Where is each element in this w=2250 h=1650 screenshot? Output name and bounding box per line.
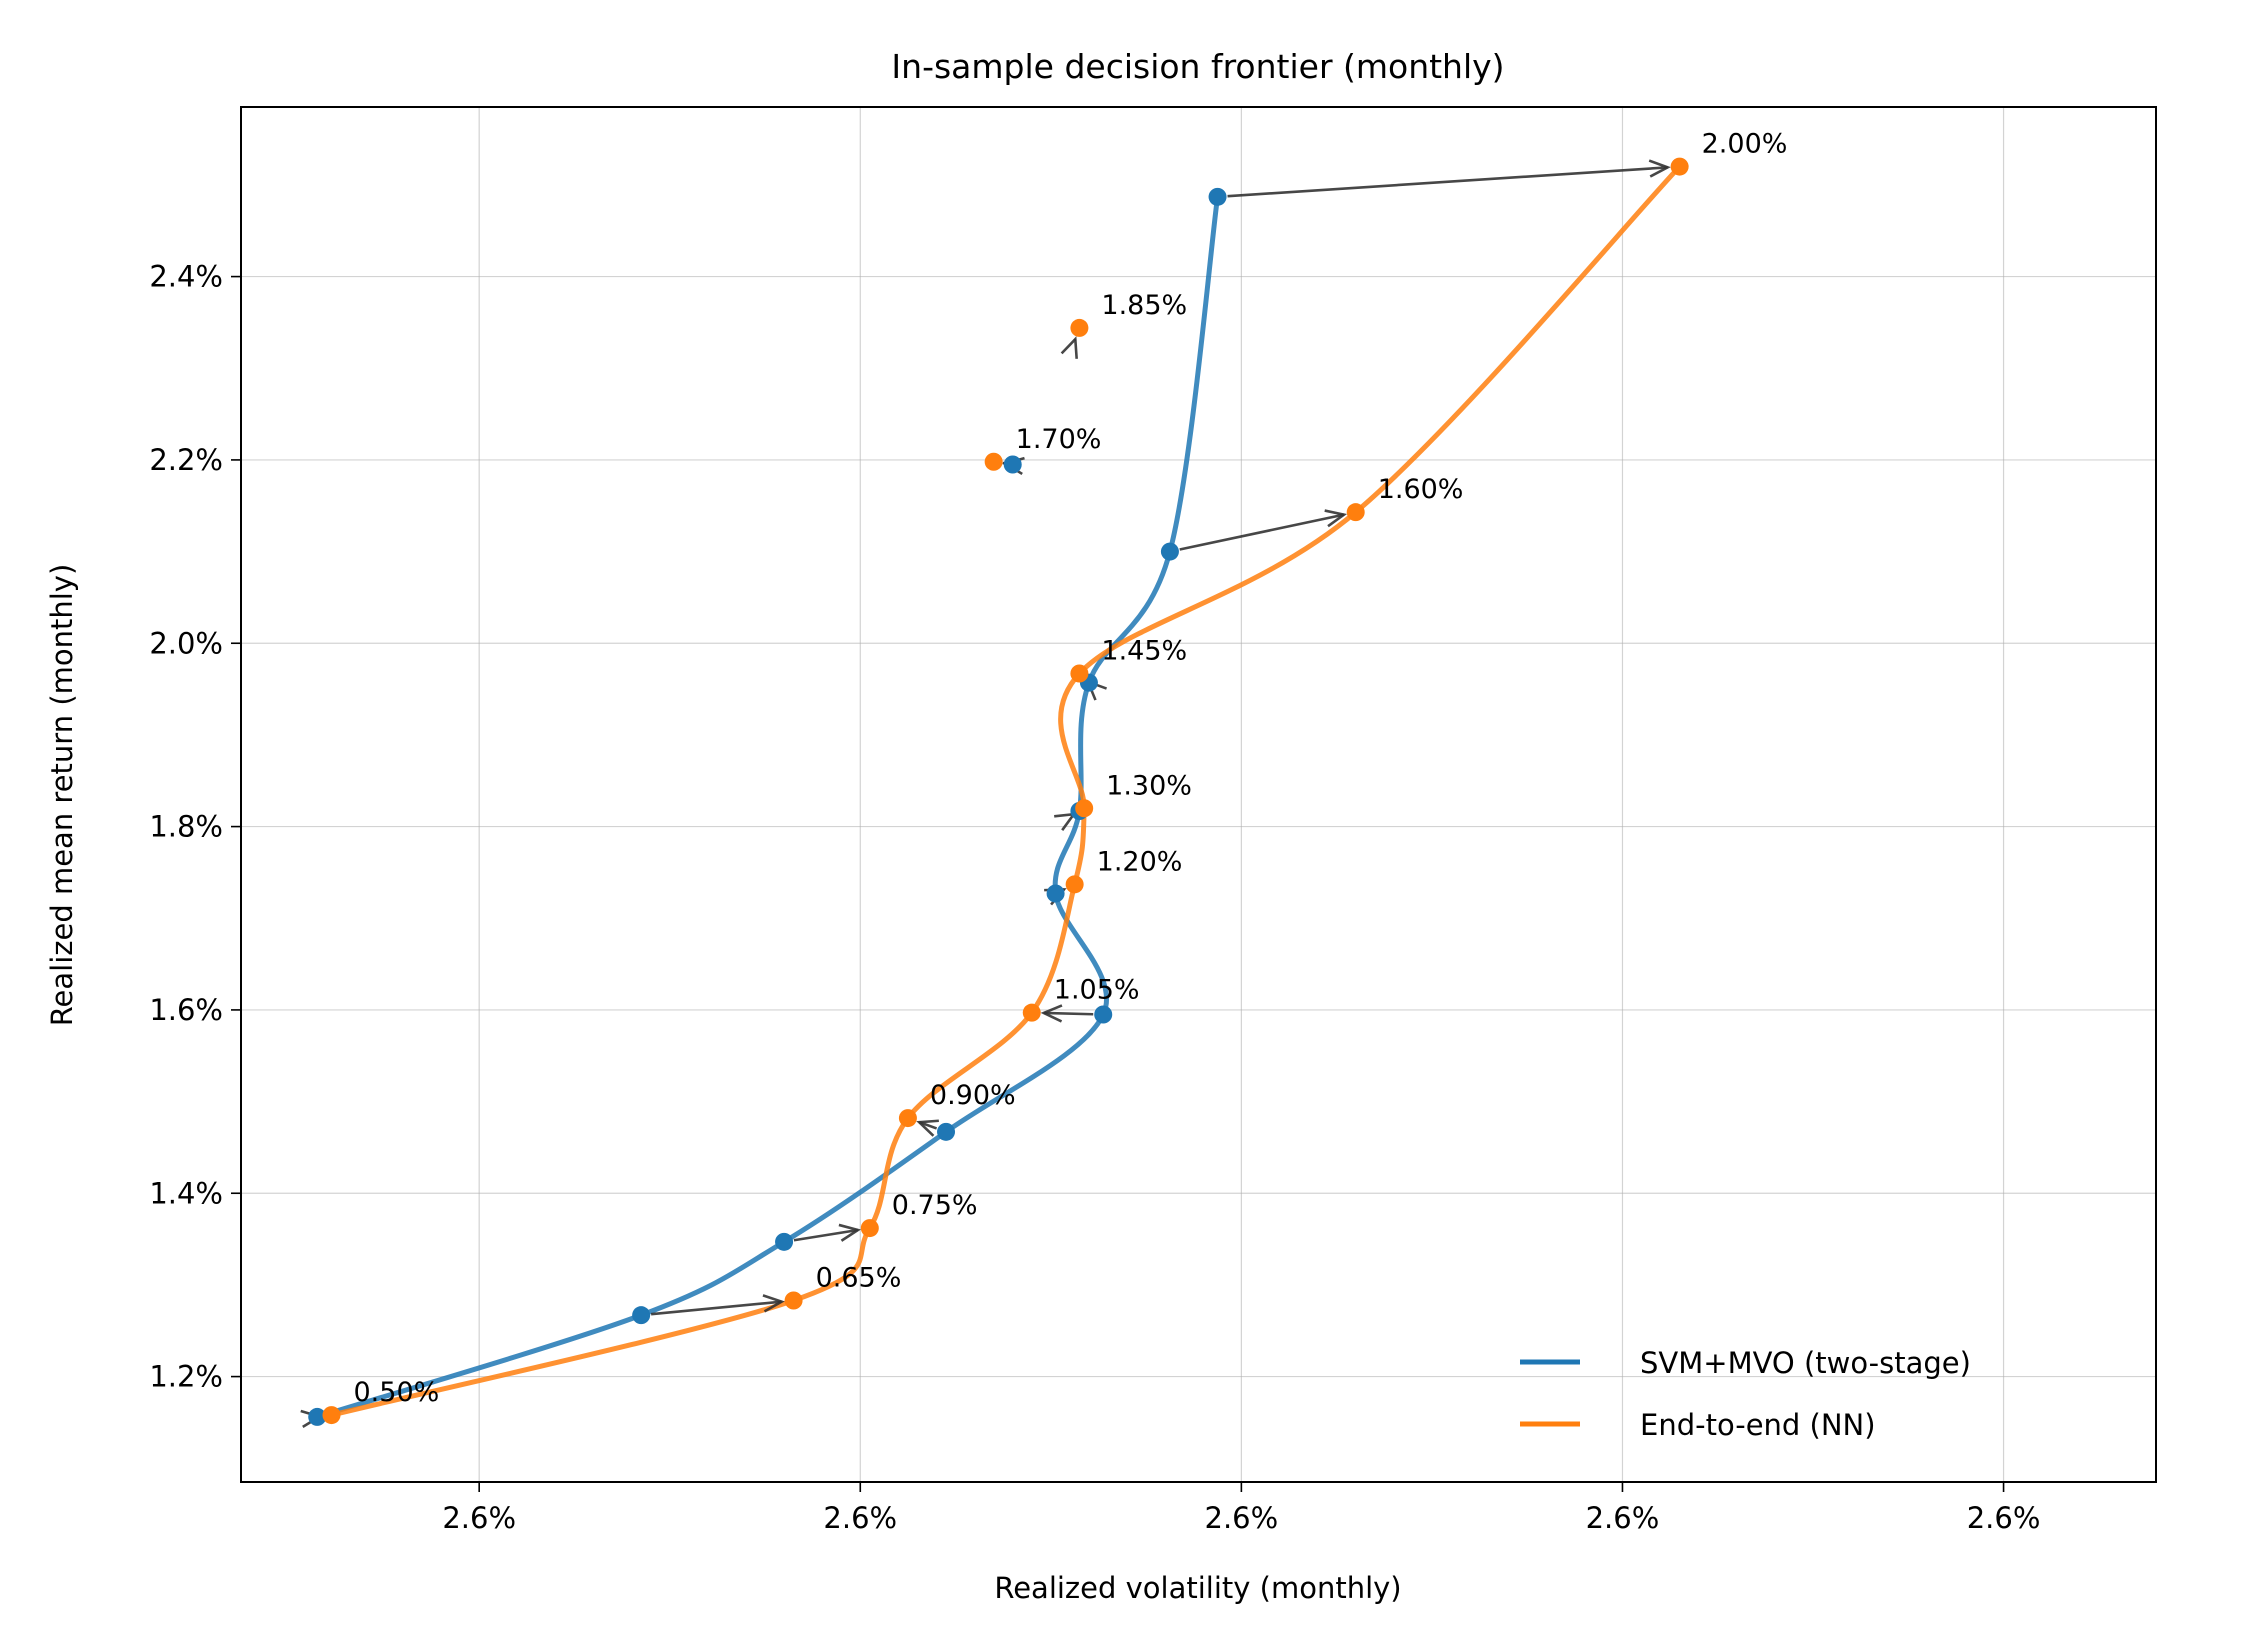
point-label: 0.90% [930,1080,1016,1111]
axis-ticks: 2.6% 2.6% 2.6% 2.6% 2.6% 1.2% 1.4% 1.6% 1.8% 2.0%… [149,260,2040,1535]
point-e2e [898,1109,917,1128]
x-tick-label: 2.6% [1967,1501,2041,1535]
point-svm [1046,884,1065,903]
annotation-arrow [1227,166,1668,198]
annotation-arrowhead [762,1294,785,1313]
y-tick-label: 2.0% [149,626,223,660]
point-label: 1.85% [1101,290,1187,321]
legend-label-svm: SVM+MVO (two-stage) [1640,1346,1971,1380]
point-labels: 0.50% 0.65% 0.75% 0.90% 1.05% 1.20% 1.30% 1.45%… [354,129,1788,1409]
annotation-arrowhead [838,1223,862,1242]
annotation-arrow [793,1228,859,1242]
y-axis-label: Realized mean return (monthly) [45,564,79,1027]
point-e2e [860,1219,879,1238]
point-label: 1.70% [1016,424,1102,455]
point-e2e [1075,799,1094,818]
point-e2e [784,1291,803,1310]
point-svm [775,1232,794,1251]
legend: SVM+MVO (two-stage) End-to-end (NN) [1520,1346,1971,1442]
point-e2e [1070,664,1089,683]
x-axis-label: Realized volatility (monthly) [994,1571,1401,1605]
chart-title: In-sample decision frontier (monthly) [891,47,1504,86]
point-svm [308,1407,327,1426]
point-label: 1.20% [1097,846,1183,877]
grid [241,107,2156,1482]
y-tick-label: 1.4% [149,1176,223,1210]
y-tick-label: 1.6% [149,993,223,1027]
annotation-arrowhead [916,1119,939,1137]
annotation-arrowhead [1040,1004,1063,1023]
point-label: 1.45% [1101,636,1187,667]
annotation-arrows [300,159,1671,1428]
legend-label-e2e: End-to-end (NN) [1640,1408,1876,1442]
point-e2e [1670,157,1689,176]
point-svm [1160,542,1179,561]
point-label: 0.75% [892,1190,978,1221]
point-e2e [1070,318,1089,337]
x-tick-label: 2.6% [1205,1501,1279,1535]
annotation-arrowhead [1648,159,1671,178]
y-tick-label: 2.4% [149,260,223,294]
annotation-arrow [1179,513,1345,551]
point-label: 1.30% [1106,770,1192,801]
point-e2e [1022,1003,1041,1022]
annotation-arrowhead [1060,336,1078,359]
series-lines [314,164,1683,1420]
point-label: 0.65% [816,1263,902,1294]
point-e2e [1065,875,1084,894]
point-e2e [984,452,1003,471]
point-label: 1.05% [1054,975,1140,1006]
point-e2e [1346,503,1365,522]
point-svm [1003,455,1022,474]
annotation-arrowhead [1324,509,1348,528]
series-points [308,157,1689,1426]
x-tick-label: 2.6% [1586,1501,1660,1535]
x-tick-label: 2.6% [442,1501,516,1535]
y-tick-label: 1.8% [149,810,223,844]
annotation-arrow [650,1300,782,1316]
y-tick-label: 1.2% [149,1360,223,1394]
point-label: 1.60% [1378,474,1464,505]
plot-frame [240,106,2157,1483]
point-label: 0.50% [354,1377,440,1408]
point-svm [1208,187,1227,206]
point-e2e [322,1406,341,1425]
x-tick-label: 2.6% [823,1501,897,1535]
series-line-e2e [329,164,1683,1418]
y-tick-label: 2.2% [149,443,223,477]
series-line-svm [314,194,1221,1420]
point-svm [632,1306,651,1325]
point-svm [937,1122,956,1141]
point-label: 2.00% [1702,129,1788,160]
point-svm [1094,1005,1113,1024]
annotation-arrow [1043,1011,1094,1016]
